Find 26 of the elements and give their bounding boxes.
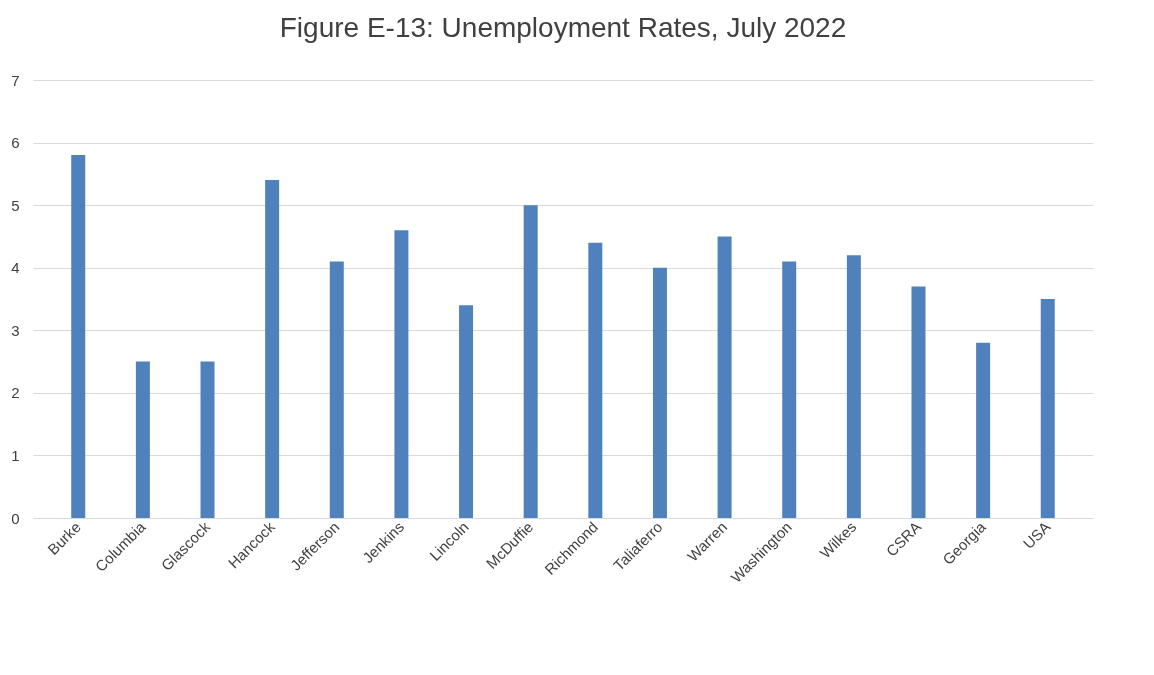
y-tick-label: 7: [11, 71, 20, 89]
bar: [71, 155, 86, 518]
bar: [394, 230, 409, 518]
y-tick-label: 1: [11, 446, 20, 464]
chart-title: Figure E-13: Unemployment Rates, July 2022: [279, 12, 847, 43]
bar: [976, 342, 991, 518]
bar: [459, 305, 474, 518]
bar: [846, 255, 861, 518]
y-tick-label: 6: [11, 134, 20, 152]
bar: [717, 236, 732, 518]
bar: [329, 261, 344, 518]
y-tick-label: 0: [11, 509, 20, 527]
bar: [265, 180, 280, 518]
bar: [1040, 299, 1055, 518]
bar: [652, 267, 667, 518]
y-tick-label: 2: [11, 384, 20, 402]
bar: [523, 205, 538, 518]
bar: [200, 361, 215, 518]
y-tick-label: 3: [11, 321, 20, 339]
bar: [588, 242, 603, 518]
bar: [911, 286, 926, 518]
x-tick-label: USA: [1019, 518, 1054, 552]
y-tick-label: 5: [11, 196, 20, 214]
bar: [782, 261, 797, 518]
y-tick-label: 4: [11, 259, 20, 277]
bar: [135, 361, 150, 518]
